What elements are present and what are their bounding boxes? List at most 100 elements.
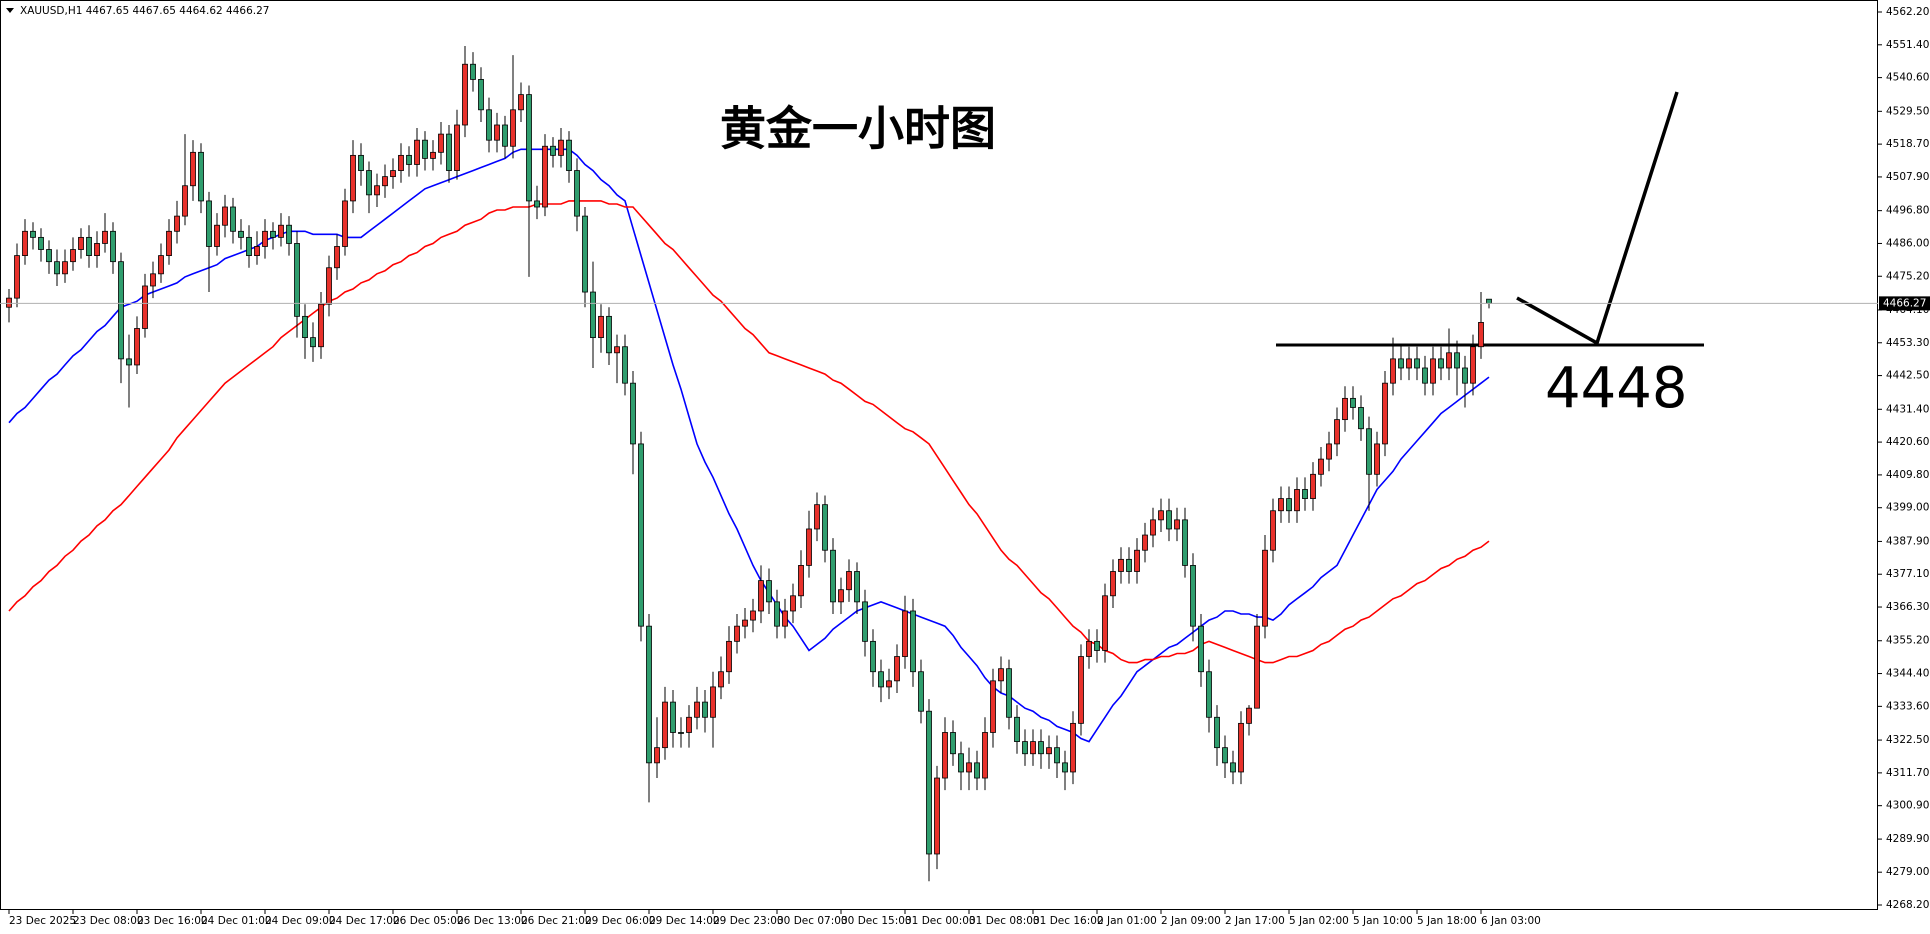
candle-body bbox=[806, 528, 812, 566]
candle-body bbox=[790, 595, 796, 612]
x-tick-label: 24 Dec 09:00 bbox=[265, 915, 336, 927]
candle-body bbox=[894, 656, 900, 682]
candle-body bbox=[1318, 458, 1324, 475]
y-tick-label: 4475.20 bbox=[1886, 270, 1929, 282]
candle-body bbox=[118, 261, 124, 360]
candle-body bbox=[1158, 510, 1164, 521]
candle-body bbox=[390, 170, 396, 178]
candle-body bbox=[174, 215, 180, 232]
y-tick-label: 4355.20 bbox=[1886, 635, 1929, 647]
candle-body bbox=[38, 236, 44, 250]
y-tick-label: 4496.80 bbox=[1886, 205, 1929, 217]
candle-body bbox=[542, 145, 548, 208]
candle-body bbox=[1198, 625, 1204, 673]
candle-body bbox=[478, 79, 484, 111]
candle-body bbox=[1254, 625, 1260, 709]
candle-body bbox=[414, 139, 420, 165]
candle-body bbox=[958, 753, 964, 773]
candle-body bbox=[1430, 358, 1436, 384]
candle-body bbox=[126, 358, 132, 366]
y-tick-label: 4420.60 bbox=[1886, 436, 1929, 448]
candle-body bbox=[366, 170, 372, 196]
candle-body bbox=[1366, 428, 1372, 475]
x-tick-label: 31 Dec 08:00 bbox=[969, 915, 1040, 927]
candle-body bbox=[1046, 747, 1052, 755]
candle-body bbox=[886, 680, 892, 688]
candle-body bbox=[1462, 367, 1468, 384]
candle-body bbox=[622, 346, 628, 384]
x-tick-label: 5 Jan 18:00 bbox=[1417, 915, 1477, 927]
candle-body bbox=[14, 255, 20, 299]
candle-body bbox=[1022, 741, 1028, 755]
candle-body bbox=[654, 747, 660, 764]
y-tick-label: 4409.80 bbox=[1886, 469, 1929, 481]
candle-body bbox=[614, 346, 620, 354]
candle-body bbox=[214, 224, 220, 247]
candle-body bbox=[974, 762, 980, 779]
candle-body bbox=[342, 200, 348, 247]
candle-body bbox=[1182, 519, 1188, 566]
x-tick-label: 29 Dec 23:00 bbox=[713, 915, 784, 927]
candle-body bbox=[902, 610, 908, 657]
candle-body bbox=[870, 640, 876, 673]
candle-body bbox=[486, 109, 492, 141]
candle-body bbox=[1190, 565, 1196, 627]
candle-body bbox=[142, 285, 148, 329]
candle-body bbox=[1166, 510, 1172, 530]
candle-body bbox=[638, 443, 644, 627]
candle-body bbox=[926, 710, 932, 855]
candle-body bbox=[758, 580, 764, 612]
candle-body bbox=[1078, 656, 1084, 724]
candle-body bbox=[1062, 762, 1068, 773]
y-tick-label: 4442.50 bbox=[1886, 370, 1929, 382]
candle-body bbox=[270, 230, 276, 238]
candle-body bbox=[278, 224, 284, 238]
candle-body bbox=[1206, 671, 1212, 718]
candle-body bbox=[1446, 352, 1452, 369]
candle-body bbox=[1086, 640, 1092, 657]
candle-body bbox=[502, 124, 508, 147]
candle-body bbox=[158, 255, 164, 275]
x-tick-label: 2 Jan 17:00 bbox=[1225, 915, 1285, 927]
candle-body bbox=[382, 176, 388, 187]
candle-body bbox=[494, 124, 500, 141]
candle-body bbox=[1382, 382, 1388, 445]
y-tick-label: 4279.00 bbox=[1886, 866, 1929, 878]
candle-body bbox=[1134, 549, 1140, 572]
candle-body bbox=[518, 94, 524, 111]
x-tick-label: 23 Dec 16:00 bbox=[137, 915, 208, 927]
candle-body bbox=[262, 230, 268, 247]
candle-body bbox=[230, 206, 236, 232]
candle-body bbox=[334, 246, 340, 269]
plot-frame bbox=[0, 0, 1878, 910]
y-tick-label: 4311.70 bbox=[1886, 767, 1929, 779]
candle-body bbox=[846, 571, 852, 591]
y-tick-label: 4486.00 bbox=[1886, 237, 1929, 249]
candle-body bbox=[1302, 489, 1308, 499]
candle-body bbox=[302, 315, 308, 339]
candle-body bbox=[470, 63, 476, 80]
candle-body bbox=[670, 701, 676, 733]
candle-body bbox=[934, 777, 940, 855]
candle-body bbox=[1422, 367, 1428, 384]
candle-body bbox=[798, 565, 804, 597]
y-tick-label: 4518.70 bbox=[1886, 138, 1929, 150]
y-tick-label: 4333.60 bbox=[1886, 700, 1929, 712]
candle-body bbox=[462, 63, 468, 126]
candle-body bbox=[982, 732, 988, 779]
candle-body bbox=[1342, 397, 1348, 421]
candle-body bbox=[1054, 747, 1060, 764]
candle-body bbox=[318, 303, 324, 348]
candle-body bbox=[190, 151, 196, 187]
candle-body bbox=[454, 124, 460, 171]
candle-body bbox=[734, 625, 740, 642]
candle-body bbox=[838, 589, 844, 603]
candle-body bbox=[446, 133, 452, 171]
candle-body bbox=[1126, 558, 1132, 572]
candle-body bbox=[814, 504, 820, 530]
chart-annotation: 黄金一小时图 bbox=[720, 102, 996, 156]
candle-body bbox=[1286, 498, 1292, 512]
candle-body bbox=[22, 230, 28, 257]
candle-body bbox=[1238, 722, 1244, 773]
candle-body bbox=[6, 297, 12, 308]
